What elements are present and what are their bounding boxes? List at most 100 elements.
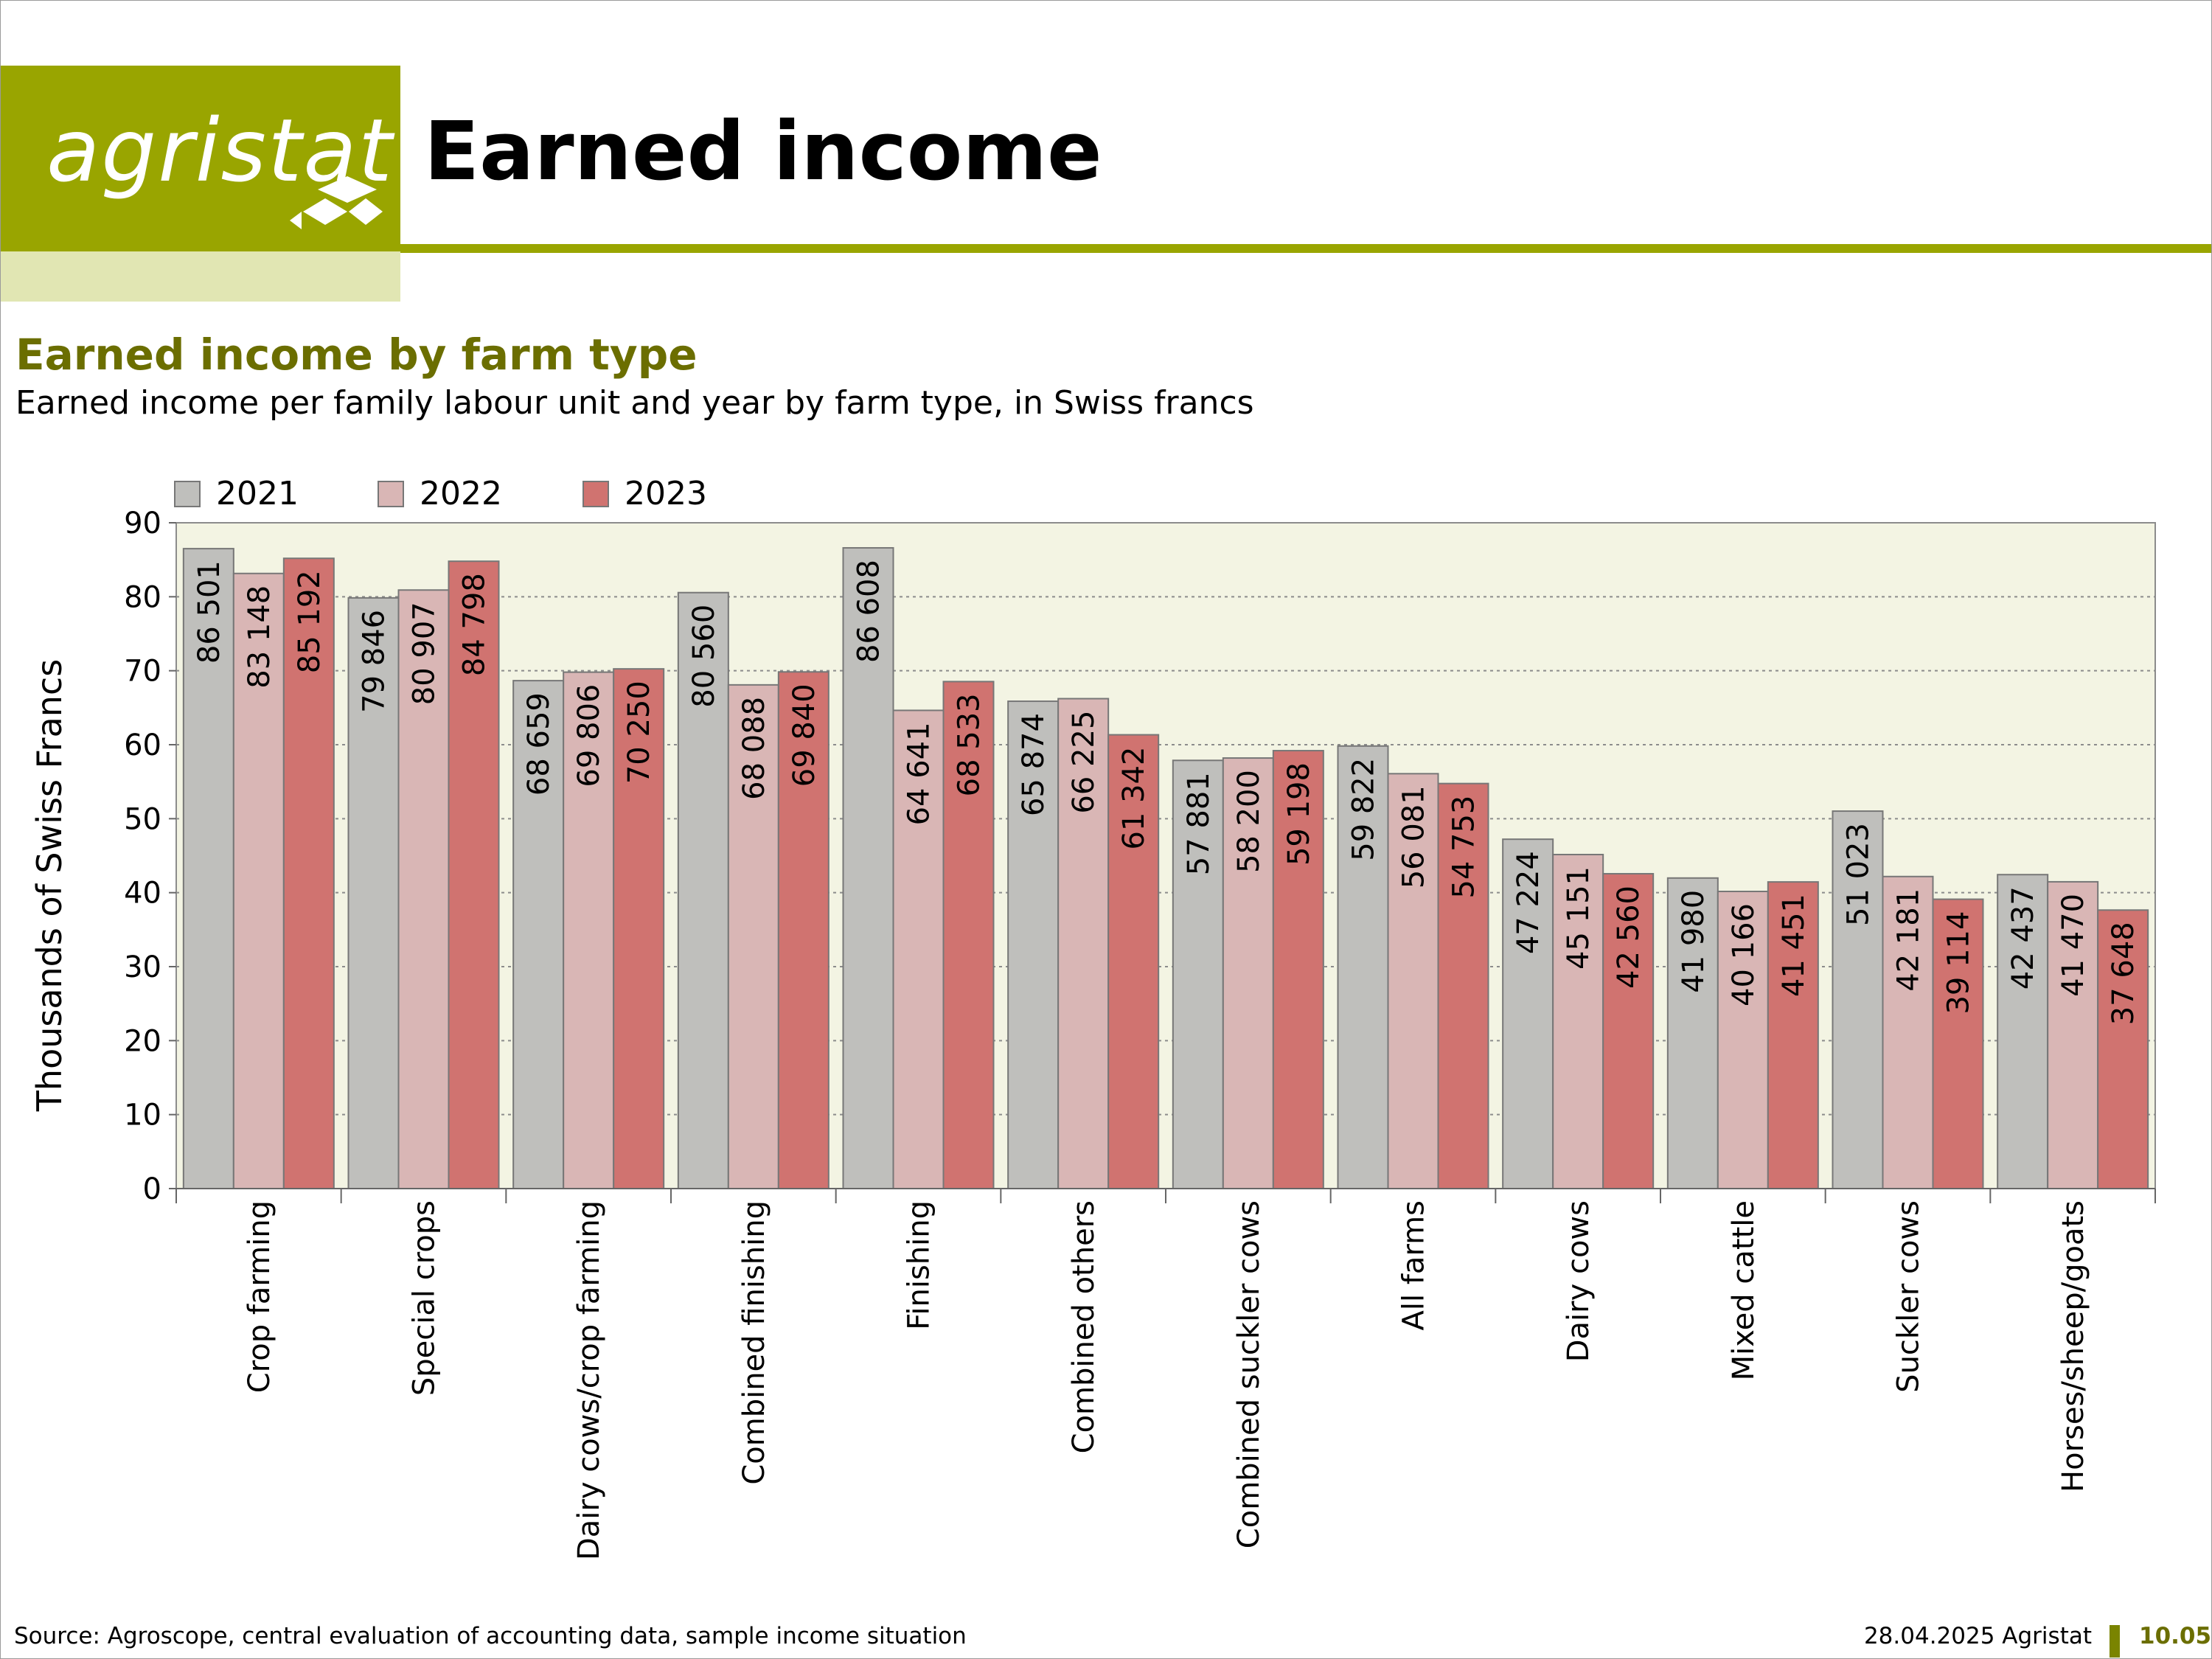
logo-text: agristat [46, 100, 394, 201]
x-tick-label: Combined others [1067, 1200, 1101, 1453]
page-number: 10.05 [2139, 1623, 2212, 1649]
x-tick-label: Dairy cows [1562, 1200, 1596, 1362]
data-label: 86 501 [192, 560, 226, 664]
data-label: 41 451 [1777, 894, 1811, 997]
data-label: 69 840 [787, 684, 821, 787]
data-label: 40 166 [1727, 903, 1761, 1006]
data-label: 57 881 [1182, 772, 1216, 875]
agristat-logo [1, 66, 400, 251]
logo-underlay [1, 251, 400, 302]
bar [2097, 909, 2149, 1189]
logo-diamond-icon [290, 176, 383, 229]
bar [677, 591, 729, 1189]
data-label: 64 641 [902, 722, 936, 825]
legend-label: 2022 [420, 475, 502, 512]
bar [397, 589, 450, 1189]
data-label: 61 342 [1117, 747, 1151, 850]
bar [1337, 745, 1389, 1189]
data-label: 68 533 [953, 693, 987, 796]
data-label: 66 225 [1067, 711, 1101, 814]
y-tick-label: 80 [124, 580, 161, 614]
header-rule [400, 244, 2211, 253]
data-label: 41 980 [1677, 890, 1711, 993]
data-label: 47 224 [1512, 851, 1545, 954]
data-label: 83 148 [243, 585, 276, 689]
bar [1602, 872, 1655, 1189]
chart-title: Earned income by farm type [15, 330, 698, 380]
bar [1172, 759, 1224, 1189]
y-tick-label: 20 [124, 1024, 161, 1058]
bar [1997, 874, 2049, 1190]
data-label: 42 437 [2006, 886, 2040, 990]
data-label: 85 192 [293, 570, 327, 673]
y-tick-label: 60 [124, 728, 161, 762]
data-label: 41 470 [2056, 894, 2090, 997]
data-label: 56 081 [1397, 785, 1431, 888]
source-note: Source: Agroscope, central evaluation of… [14, 1623, 967, 1649]
data-label: 68 088 [737, 697, 771, 800]
data-label: 68 659 [522, 692, 556, 796]
footer-divider [2110, 1625, 2120, 1658]
x-tick-label: Mixed cattle [1727, 1200, 1761, 1380]
bar [1107, 734, 1160, 1189]
bar [1717, 891, 1769, 1189]
bar [1882, 875, 1934, 1189]
bar [727, 684, 779, 1189]
data-label: 84 798 [458, 573, 492, 676]
bar-chart: 0 10 20 30 40 50 60 70 80 90 Thousands of Swiss Fr… [29, 475, 2156, 1560]
bar [892, 709, 945, 1189]
legend-swatch [582, 481, 609, 507]
bar [448, 560, 500, 1189]
data-label: 54 753 [1447, 796, 1481, 899]
data-label: 39 114 [1942, 911, 1976, 1015]
page-title: Earned income [424, 104, 1102, 198]
bar [512, 680, 565, 1189]
x-tick-label: Crop farming [243, 1200, 276, 1393]
y-tick-label: 50 [124, 802, 161, 836]
x-tick-label: All farms [1397, 1200, 1431, 1330]
data-label: 59 198 [1282, 762, 1316, 866]
bar [1932, 898, 1984, 1189]
data-label: 42 181 [1892, 888, 1926, 992]
data-label: 69 806 [572, 684, 606, 787]
bar [1272, 750, 1324, 1189]
data-label: 80 560 [687, 605, 721, 708]
y-tick-label: 40 [124, 877, 161, 911]
bar [1222, 757, 1274, 1190]
data-label: 51 023 [1842, 823, 1876, 926]
data-label: 80 907 [408, 602, 442, 705]
data-label: 86 608 [852, 560, 886, 663]
y-tick-label: 0 [143, 1172, 161, 1206]
bar [563, 671, 615, 1189]
x-tick-label: Suckler cows [1892, 1200, 1926, 1393]
y-axis-label: Thousands of Swiss Francs [29, 659, 69, 1112]
bar [1057, 698, 1110, 1189]
y-tick-label: 70 [124, 655, 161, 689]
plot-area [175, 522, 2156, 1189]
x-tick-label: Dairy cows/crop farming [572, 1200, 606, 1560]
x-tick-label: Finishing [902, 1200, 936, 1330]
bar [282, 557, 335, 1189]
legend-label: 2023 [625, 475, 707, 512]
data-label: 58 200 [1232, 770, 1266, 873]
legend-label: 2021 [216, 475, 299, 512]
data-label: 45 151 [1562, 866, 1596, 970]
y-tick-label: 30 [124, 950, 161, 984]
legend-swatch [174, 481, 201, 507]
data-label: 37 648 [2107, 922, 2140, 1025]
data-label: 65 874 [1017, 713, 1051, 816]
bar [1007, 700, 1060, 1189]
bar [1767, 881, 1819, 1189]
data-label: 70 250 [622, 681, 656, 784]
x-tick-label: Special crops [408, 1200, 442, 1396]
bar [942, 681, 995, 1189]
bar [1832, 810, 1884, 1189]
y-tick-label: 90 [124, 507, 161, 540]
legend-swatch [378, 481, 404, 507]
bar [777, 671, 830, 1189]
footer-date: 28.04.2025 Agristat [1863, 1623, 2092, 1649]
chart-subtitle: Earned income per family labour unit and… [15, 384, 1254, 422]
x-tick-label: Horses/sheep/goats [2056, 1200, 2090, 1492]
bar [1666, 877, 1719, 1189]
